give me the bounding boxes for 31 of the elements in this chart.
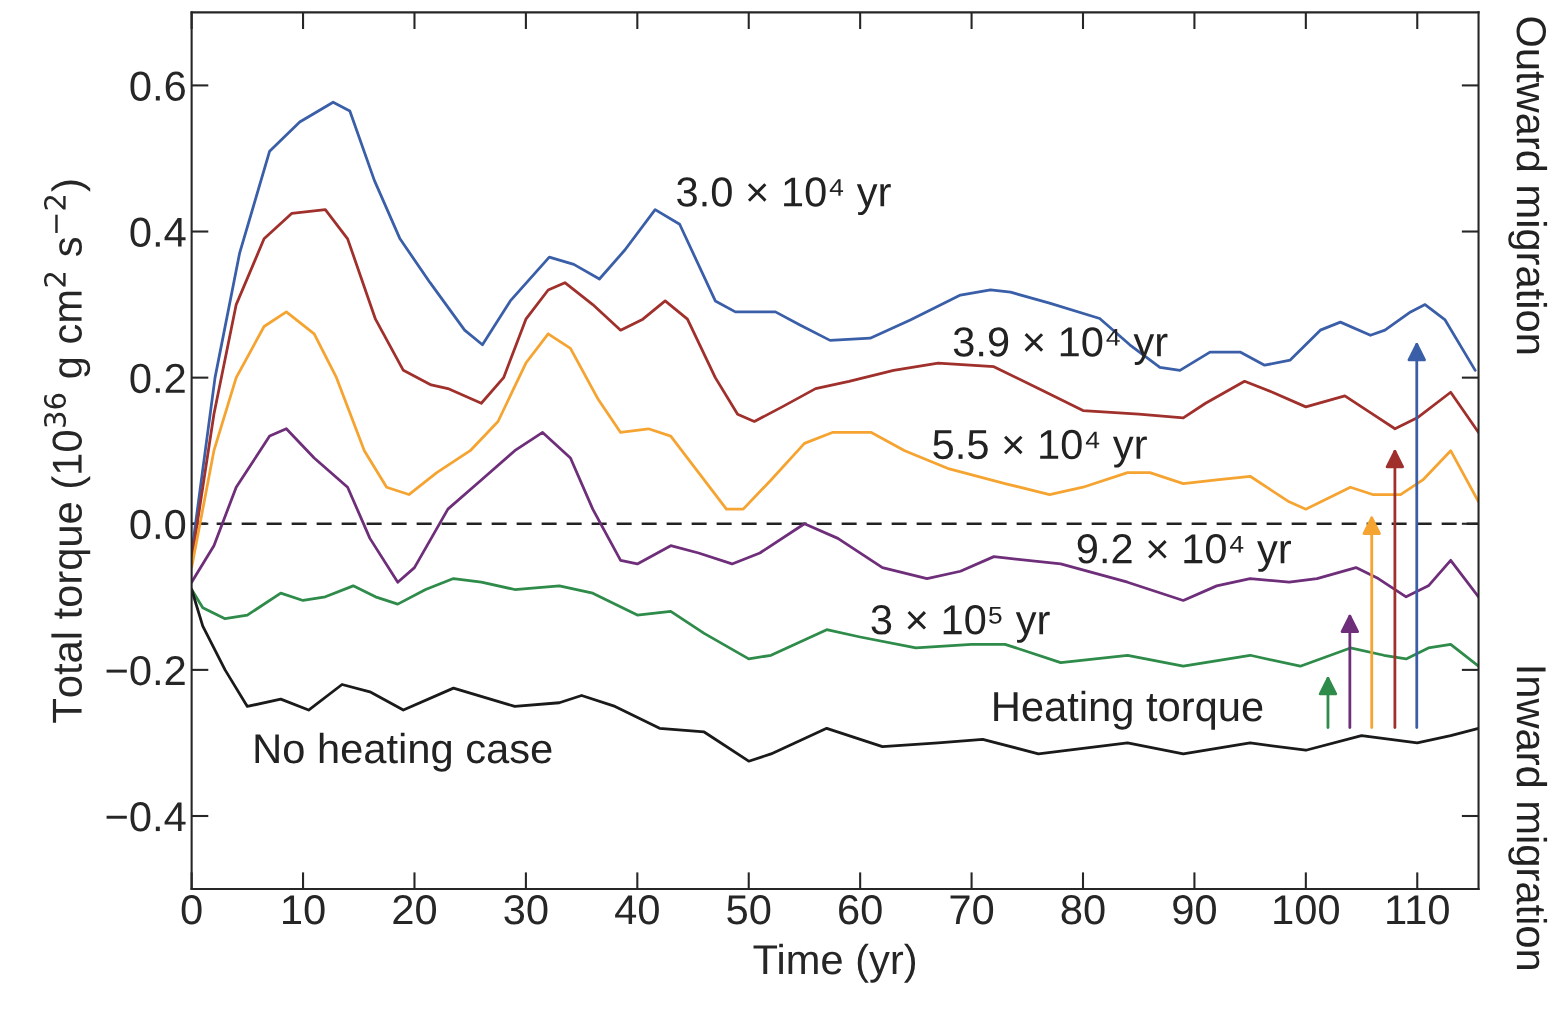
x-tick-label: 50 [727,895,771,925]
x-tick-label: 70 [950,895,994,925]
text: Inward migration [1508,667,1548,969]
y-tick-label: −0.2 [106,655,185,686]
x-tick-label: 20 [393,895,437,925]
x-tick-label: 100 [1274,895,1339,925]
annotation: 5.5 × 10⁴ yr [933,429,1147,468]
y-tick-label: 0.0 [130,509,186,540]
annotation: 3.0 × 10⁴ yr [677,177,891,215]
annotation: 3 × 10⁵ yr [871,605,1050,643]
x-axis-title: Time (yr) [753,943,916,983]
x-tick-label: 90 [1173,895,1216,925]
annotation: 3.9 × 10⁴ yr [953,327,1168,365]
y-tick-label: 0.2 [130,363,185,394]
annotation: No heating case [255,732,552,772]
annotation: Heating torque [994,690,1263,730]
x-tick-label: 110 [1387,895,1449,925]
x-tick-label: 40 [615,895,659,925]
line-series [191,427,1479,602]
x-tick-label: 80 [1061,895,1105,925]
y-tick-label: 0.4 [130,217,186,248]
x-tick-label: 10 [283,895,325,925]
annotation: 9.2 × 10⁴ yr [1077,534,1291,572]
x-tick-label: 30 [504,895,548,925]
y-axis-title: Total torque (10$^{36}$ g cm$^{2}$ s$^{−2}$) [43,180,91,723]
y-tick-label: −0.4 [106,802,186,832]
line-series [191,577,1479,668]
text: Outward migration [1508,17,1548,354]
y-tick-label: 0.6 [130,71,185,101]
x-tick-label: 60 [839,895,882,925]
x-tick-label: 0 [181,895,202,925]
